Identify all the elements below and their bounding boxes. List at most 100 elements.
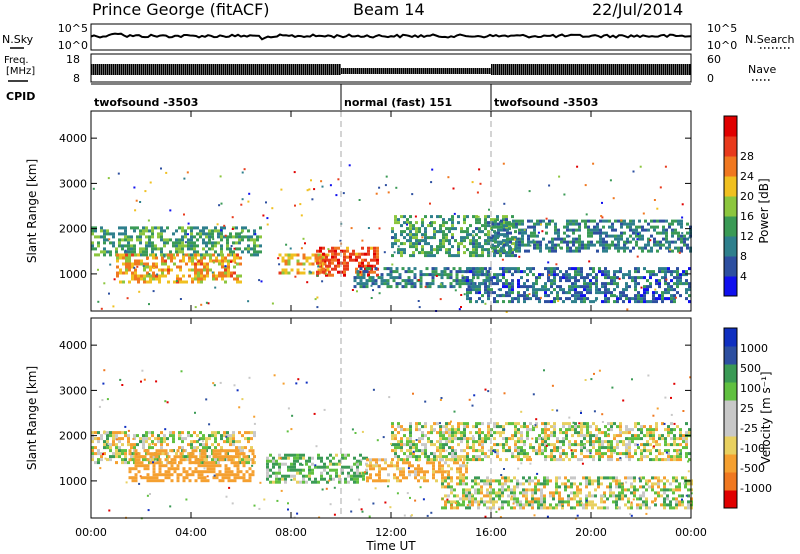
- heatmap-cell: [510, 479, 513, 483]
- heatmap-cell: [410, 282, 414, 286]
- heatmap-cell: [608, 219, 611, 223]
- heatmap-cell: [91, 455, 94, 459]
- heatmap-cell: [515, 222, 518, 226]
- heatmap-cell: [163, 255, 166, 258]
- heatmap-cell: [539, 296, 542, 299]
- heatmap-cell: [190, 244, 193, 248]
- heatmap-cell: [640, 437, 643, 441]
- heatmap-cell: [679, 452, 682, 456]
- heatmap-cell: [556, 291, 559, 295]
- heatmap-cell: [394, 236, 397, 240]
- heatmap-cell: [396, 479, 399, 483]
- heatmap-cell: [406, 428, 409, 432]
- heatmap-cell: [424, 215, 427, 219]
- heatmap-cell: [687, 494, 690, 498]
- heatmap-cell: [175, 247, 178, 251]
- heatmap-cell: [408, 473, 411, 477]
- heatmap-cell: [578, 243, 581, 247]
- heatmap-cell: [541, 422, 544, 426]
- heatmap-cell: [487, 428, 490, 432]
- heatmap-cell: [308, 471, 311, 475]
- heatmap-cell: [356, 462, 359, 466]
- heatmap-cell: [378, 227, 381, 230]
- heatmap-cell: [380, 279, 384, 283]
- heatmap-cell: [403, 242, 406, 246]
- heatmap-cell: [337, 270, 340, 274]
- heatmap-cell: [478, 245, 481, 249]
- freq-bar: [119, 64, 121, 75]
- heatmap-cell: [281, 456, 284, 460]
- heatmap-cell: [157, 232, 160, 236]
- heatmap-cell: [91, 458, 94, 462]
- heatmap-cell: [637, 458, 640, 462]
- nave-tick-bottom: 0: [707, 72, 714, 85]
- heatmap-cell: [619, 294, 622, 298]
- heatmap-cell: [656, 219, 659, 223]
- heatmap-cell: [673, 276, 676, 280]
- heatmap-cell: [491, 222, 494, 226]
- heatmap-cell: [324, 260, 327, 263]
- heatmap-cell: [553, 300, 556, 304]
- heatmap-cell: [337, 258, 340, 262]
- heatmap-cell: [112, 305, 115, 308]
- heatmap-cell: [663, 482, 666, 486]
- heatmap-cell: [402, 473, 405, 477]
- freq-bar: [459, 68, 461, 74]
- heatmap-cell: [607, 443, 610, 447]
- heatmap-cell: [531, 488, 534, 492]
- heatmap-cell: [646, 285, 649, 289]
- heatmap-cell: [326, 471, 329, 475]
- heatmap-cell: [175, 452, 178, 456]
- heatmap-cell: [161, 473, 165, 477]
- heatmap-cell: [236, 452, 240, 456]
- heatmap-cell: [184, 455, 187, 459]
- heatmap-cell: [372, 467, 375, 471]
- heatmap-cell: [208, 455, 211, 459]
- heatmap-cell: [387, 191, 390, 194]
- heatmap-cell: [427, 458, 430, 462]
- heatmap-cell: [448, 230, 451, 234]
- heatmap-cell: [214, 437, 217, 441]
- heatmap-cell: [215, 473, 219, 477]
- heatmap-cell: [232, 434, 235, 438]
- heatmap-cell: [496, 300, 499, 304]
- heatmap-cell: [592, 446, 595, 450]
- heatmap-cell: [490, 218, 493, 222]
- heatmap-cell: [451, 425, 454, 429]
- heatmap-cell: [583, 455, 586, 459]
- heatmap-cell: [209, 470, 213, 474]
- heatmap-cell: [466, 279, 469, 283]
- heatmap-cell: [505, 218, 508, 222]
- heatmap-cell: [634, 282, 637, 286]
- heatmap-cell: [116, 253, 119, 257]
- heatmap-cell: [478, 242, 481, 246]
- heatmap-cell: [533, 225, 536, 229]
- heatmap-cell: [667, 288, 670, 292]
- heatmap-cell: [663, 491, 666, 495]
- freq-bar: [581, 64, 583, 75]
- heatmap-cell: [148, 235, 151, 239]
- heatmap-cell: [240, 203, 243, 206]
- heatmap-cell: [475, 273, 478, 277]
- heatmap-cell: [517, 449, 520, 453]
- heatmap-cell: [442, 239, 445, 243]
- heatmap-cell: [425, 282, 429, 286]
- heatmap-cell: [211, 247, 214, 251]
- heatmap-cell: [618, 506, 621, 510]
- heatmap-cell: [421, 437, 424, 441]
- heatmap-cell: [556, 297, 559, 301]
- heatmap-cell: [438, 461, 441, 465]
- heatmap-cell: [176, 479, 180, 483]
- heatmap-cell: [679, 282, 682, 286]
- heatmap-cell: [205, 244, 208, 248]
- heatmap-cell: [241, 171, 244, 174]
- heatmap-cell: [367, 273, 370, 277]
- heatmap-cell: [140, 259, 143, 263]
- heatmap-cell: [188, 268, 191, 272]
- heatmap-cell: [91, 431, 94, 435]
- heatmap-cell: [194, 274, 197, 278]
- heatmap-cell: [490, 288, 493, 292]
- freq-bar: [251, 64, 253, 75]
- heatmap-cell: [654, 476, 657, 480]
- heatmap-cell: [456, 503, 459, 507]
